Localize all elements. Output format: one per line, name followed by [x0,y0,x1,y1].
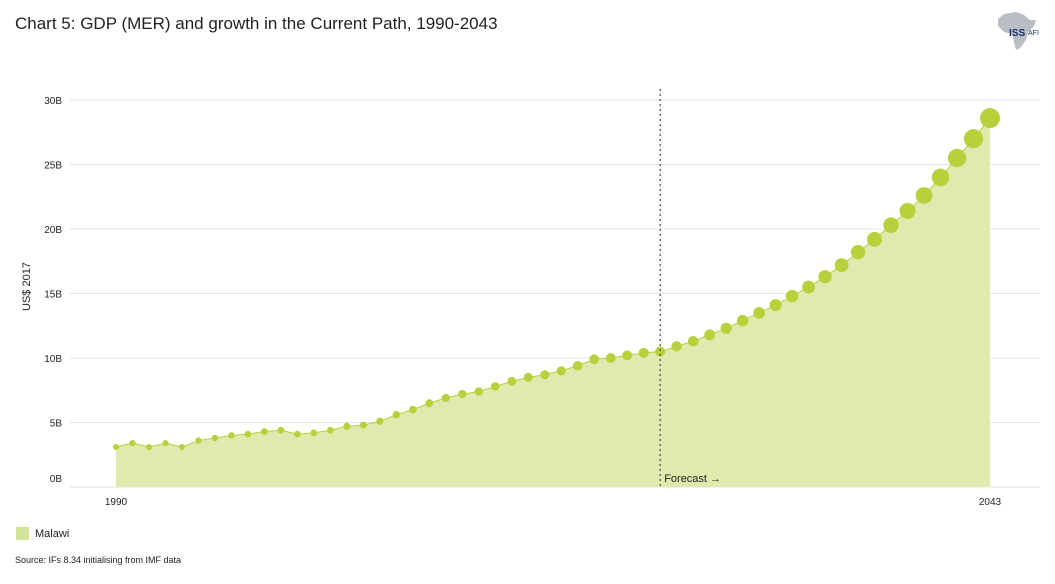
data-point-2002 [310,429,318,437]
data-point-1991 [129,440,136,447]
data-point-1998 [244,430,252,438]
data-point-2020 [605,353,616,363]
x-tick-label: 1990 [105,497,128,508]
data-point-2019 [589,354,600,365]
data-point-2029 [753,306,766,319]
data-point-2004 [343,422,351,430]
data-point-2003 [326,426,334,434]
data-point-2006 [376,417,384,425]
data-point-1993 [162,440,169,447]
data-point-2042 [963,129,984,149]
data-point-2037 [883,217,899,233]
data-point-1990 [112,443,120,451]
y-tick-label: 15B [44,290,62,301]
source-note: Source: IFs 8.34 initialising from IMF d… [15,555,182,565]
data-point-2040 [931,168,950,187]
y-tick-label: 0B [50,474,63,485]
data-point-2035 [850,245,866,260]
data-point-2021 [622,350,633,361]
y-axis-title: US$ 2017 [21,262,33,311]
data-point-2028 [736,314,749,327]
legend: Malawi [16,527,69,540]
data-point-2034 [834,258,849,272]
data-point-2022 [638,347,649,358]
data-point-1996 [211,434,219,442]
data-point-1994 [178,443,185,451]
data-point-2025 [687,335,699,347]
y-tick-label: 30B [44,96,62,107]
forecast-label: Forecast → [664,473,721,485]
data-point-1992 [145,443,153,451]
data-point-2008 [409,405,417,414]
data-point-2015 [523,372,533,382]
data-point-2017 [556,366,566,376]
data-point-2038 [899,202,916,219]
data-point-2009 [425,399,434,408]
y-tick-label: 10B [44,354,62,365]
data-point-2033 [818,270,832,284]
data-point-2011 [458,389,467,399]
data-point-2016 [540,370,550,380]
data-point-2026 [704,329,716,341]
chart-title: Chart 5: GDP (MER) and growth in the Cur… [15,14,498,33]
logo-subtext: AFI [1028,30,1039,37]
africa-map-icon [998,12,1036,50]
data-point-2001 [294,430,301,438]
series-area-malawi [116,118,990,487]
data-point-2007 [392,411,401,419]
data-point-2031 [785,289,799,303]
data-point-2013 [490,382,500,391]
y-tick-label: 25B [44,161,62,172]
y-tick-label: 5B [50,419,63,430]
legend-swatch-malawi [16,527,29,540]
data-point-2014 [507,376,517,386]
data-point-2030 [769,299,782,312]
logo-text: ISS [1009,28,1026,39]
data-point-2010 [441,393,450,403]
data-point-1995 [195,437,202,444]
data-point-2024 [671,341,682,352]
data-point-2012 [474,387,483,396]
data-point-2041 [947,148,967,168]
data-point-2005 [359,421,367,429]
y-tick-label: 20B [44,225,62,236]
data-point-1999 [261,428,268,435]
x-tick-label: 2043 [979,497,1002,508]
data-point-2018 [572,360,583,371]
data-point-2043 [980,108,1000,129]
data-point-2032 [802,280,816,294]
data-point-2039 [915,187,933,204]
data-point-2027 [720,322,732,334]
y-axis-ticks: 0B 5B 10B 15B 20B 25B 30B [44,96,62,485]
data-point-1997 [228,432,235,439]
data-point-2036 [867,231,882,247]
legend-label-malawi: Malawi [35,527,70,540]
x-axis-ticks: 1990 2043 [105,497,1002,508]
series-points-malawi [112,108,1000,451]
data-point-2023 [655,346,666,357]
data-point-2000 [277,426,285,434]
